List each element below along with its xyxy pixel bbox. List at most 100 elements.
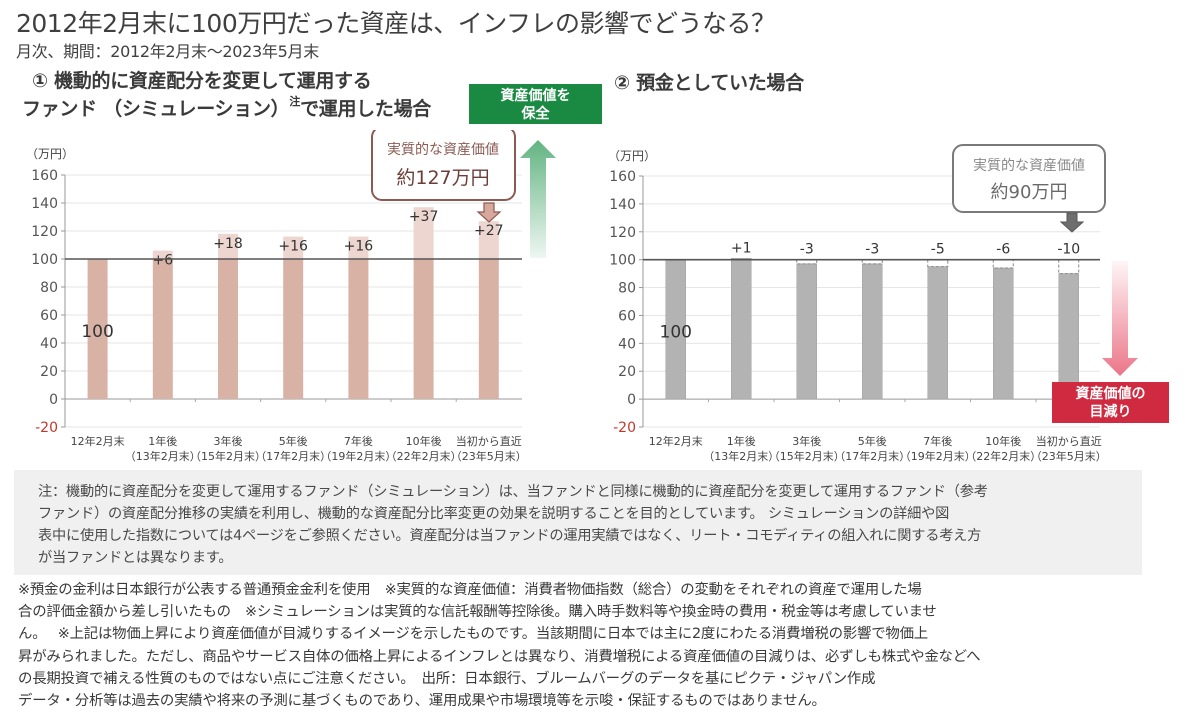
x-category-label: 1年後	[727, 434, 756, 448]
bar-value-label: +16	[278, 239, 308, 255]
bar	[862, 263, 883, 400]
note-line: 注：機動的に資産配分を変更して運用するファンド（シミュレーション）は、当ファンド…	[38, 484, 988, 500]
bar	[993, 267, 1014, 400]
y-tick-label: 60	[40, 308, 58, 324]
bar-value-label: -6	[996, 242, 1010, 258]
bar-loss-outline	[861, 259, 883, 265]
bar	[218, 259, 238, 399]
x-category-label: 当初から直近	[1036, 434, 1102, 448]
y-tick-label: 20	[618, 364, 636, 380]
y-tick-label: 80	[40, 280, 58, 296]
note-line: ファンド）の資産配分推移の実績を利用し、機動的な資産配分比率変更の効果を説明する…	[38, 506, 950, 522]
y-tick-label: 100	[31, 252, 58, 268]
page-title: 2012年2月末に100万円だった資産は、インフレの影響でどうなる？	[16, 9, 776, 38]
x-category-sublabel: （17年2月末）	[834, 449, 910, 463]
footer-line: ※預金の金利は日本銀行が公表する普通預金金利を使用 ※実質的な資産価値：消費者物…	[18, 582, 922, 598]
bar	[1058, 273, 1079, 400]
bar-value-label: 100	[660, 322, 692, 342]
x-category-sublabel: （23年5月末）	[451, 449, 527, 463]
deposit-callout-line2: 約90万円	[991, 182, 1068, 203]
y-tick-label: 140	[31, 196, 58, 212]
bar-gain-segment	[218, 233, 238, 259]
deposit-callout-line1: 実質的な資産価値	[973, 158, 1085, 174]
bar	[283, 259, 304, 399]
y-axis-unit-label: （万円）	[26, 147, 74, 161]
asset-preserved-badge-line2: 保全	[521, 106, 550, 122]
bar	[731, 258, 752, 400]
bar	[152, 259, 173, 399]
bar-value-label: -3	[800, 242, 814, 258]
y-tick-label: 0	[49, 392, 58, 408]
bar-value-label: 100	[81, 322, 113, 342]
y-tick-label: 160	[609, 169, 636, 185]
y-tick-label: 20	[40, 364, 58, 380]
y-tick-label: -20	[613, 420, 636, 436]
x-category-label: 3年後	[792, 434, 821, 448]
bar-loss-outline	[796, 259, 818, 265]
bar-gain-segment	[413, 207, 434, 259]
bar-value-label: +27	[474, 223, 504, 239]
x-category-sublabel: （23年5月末）	[1031, 449, 1107, 463]
bar	[796, 263, 817, 400]
bar	[927, 266, 948, 400]
panel1-heading-line2-post: で運用した場合	[300, 98, 431, 120]
down-arrow-icon	[476, 202, 502, 223]
bar	[413, 259, 434, 399]
x-category-sublabel: （15年2月末）	[190, 449, 266, 463]
x-category-sublabel: （15年2月末）	[769, 449, 845, 463]
x-category-label: 3年後	[214, 434, 243, 448]
bar-value-label: -5	[931, 242, 945, 258]
note-marker: 注	[289, 95, 301, 108]
down-arrow-icon	[1102, 261, 1138, 376]
footer-disclaimer: ※預金の金利は日本銀行が公表する普通預金金利を使用 ※実質的な資産価値：消費者物…	[18, 579, 1188, 712]
y-tick-label: -20	[35, 420, 58, 436]
x-category-label: 12年2月末	[649, 434, 703, 448]
bar-value-label: +18	[213, 236, 243, 252]
bar	[348, 259, 369, 399]
deposit-callout-box	[952, 144, 1106, 213]
asset-preserved-badge: 資産価値を 保全	[469, 84, 602, 124]
bar	[478, 259, 499, 399]
fund-callout-box	[371, 130, 516, 201]
fund-callout-line1: 実質的な資産価値	[387, 142, 499, 158]
note-line: 表中に使用した指数については4ページをご参照ください。資産配分は当ファンドの運用…	[38, 528, 982, 544]
x-category-sublabel: （13年2月末）	[125, 449, 201, 463]
asset-loss-badge: 資産価値の 目減り	[1052, 382, 1169, 423]
panel2-heading: ② 預金としていた場合	[614, 72, 804, 94]
x-category-sublabel: （17年2月末）	[255, 449, 331, 463]
note-panel: 注：機動的に資産配分を変更して運用するファンド（シミュレーション）は、当ファンド…	[14, 470, 1142, 575]
down-arrow-icon	[1059, 212, 1085, 233]
y-tick-label: 120	[609, 225, 636, 241]
x-category-label: 12年2月末	[71, 434, 125, 448]
x-category-label: 5年後	[279, 434, 308, 448]
footer-line: ん。 ※上記は物価上昇により資産価値が目減りするイメージを示したものです。当該期…	[18, 626, 928, 643]
note-line: が当ファンドとは異なります。	[38, 550, 233, 566]
asset-loss-badge-line1: 資産価値の	[1075, 386, 1146, 402]
footer-line: データ・分析等は過去の実績や将来の予測に基づくものであり、運用成果や市場環境等を…	[18, 693, 826, 710]
bar-gain-segment	[283, 236, 304, 259]
up-arrow-icon	[520, 140, 556, 258]
bar-gain-segment	[348, 236, 369, 259]
footer-line: 合の評価金額から差し引いたもの ※シミュレーションは実質的な信託報酬等控除後。購…	[18, 604, 937, 621]
bar-gain-segment	[478, 221, 499, 259]
x-category-sublabel: （22年2月末）	[965, 449, 1041, 463]
bar-gain-segment	[152, 250, 173, 259]
x-category-label: 5年後	[858, 434, 887, 448]
y-tick-label: 40	[40, 336, 58, 352]
x-category-label: 当初から直近	[456, 434, 522, 448]
y-tick-label: 140	[609, 197, 636, 213]
bar-value-label: +37	[409, 209, 439, 225]
bar-value-label: +16	[344, 239, 374, 255]
x-category-sublabel: （19年2月末）	[320, 449, 396, 463]
fund-callout-line2: 約127万円	[396, 167, 489, 189]
y-tick-label: 40	[618, 336, 636, 352]
asset-preserved-badge-line1: 資産価値を	[500, 88, 571, 104]
x-category-label: 1年後	[148, 434, 177, 448]
x-category-label: 10年後	[985, 434, 1021, 448]
bar-loss-outline	[992, 259, 1014, 269]
asset-loss-badge-line2: 目減り	[1089, 404, 1132, 420]
bar	[87, 259, 108, 399]
panel1-heading-line2: ファンド （シミュレーション）注で運用した場合	[22, 94, 431, 121]
